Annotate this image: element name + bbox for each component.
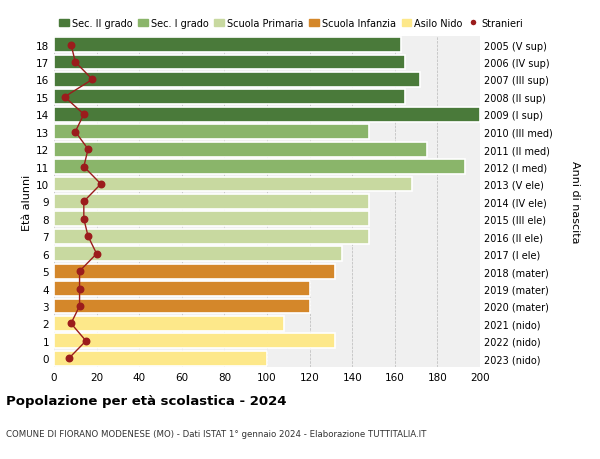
Bar xyxy=(54,160,465,174)
Bar xyxy=(54,247,341,262)
Point xyxy=(79,198,89,206)
Bar xyxy=(54,212,369,227)
Point xyxy=(83,233,93,241)
Text: Popolazione per età scolastica - 2024: Popolazione per età scolastica - 2024 xyxy=(6,394,287,407)
Point xyxy=(71,129,80,136)
Point xyxy=(71,59,80,67)
Bar xyxy=(54,125,369,140)
Bar xyxy=(54,73,421,88)
Text: COMUNE DI FIORANO MODENESE (MO) - Dati ISTAT 1° gennaio 2024 - Elaborazione TUTT: COMUNE DI FIORANO MODENESE (MO) - Dati I… xyxy=(6,429,427,438)
Point xyxy=(79,163,89,171)
Point xyxy=(75,302,85,310)
Bar xyxy=(54,299,310,313)
Bar xyxy=(54,56,406,70)
Bar xyxy=(54,281,310,297)
Point xyxy=(75,285,85,292)
Point xyxy=(81,337,91,345)
Point xyxy=(79,216,89,223)
Bar xyxy=(54,177,412,192)
Point xyxy=(79,112,89,119)
Bar xyxy=(54,264,335,279)
Point xyxy=(83,146,93,153)
Point xyxy=(96,181,106,188)
Point xyxy=(92,251,101,258)
Bar xyxy=(54,316,284,331)
Point xyxy=(66,42,76,49)
Bar xyxy=(54,90,406,105)
Bar xyxy=(54,334,335,348)
Point xyxy=(60,94,70,101)
Bar xyxy=(54,195,369,209)
Bar xyxy=(54,351,267,366)
Y-axis label: Anni di nascita: Anni di nascita xyxy=(569,161,580,243)
Bar xyxy=(54,107,480,123)
Point xyxy=(75,268,85,275)
Bar xyxy=(54,142,427,157)
Point xyxy=(88,77,97,84)
Bar xyxy=(54,230,369,244)
Legend: Sec. II grado, Sec. I grado, Scuola Primaria, Scuola Infanzia, Asilo Nido, Stran: Sec. II grado, Sec. I grado, Scuola Prim… xyxy=(59,18,523,28)
Point xyxy=(64,355,74,362)
Point xyxy=(66,320,76,327)
Y-axis label: Età alunni: Età alunni xyxy=(22,174,32,230)
Bar xyxy=(54,38,401,53)
